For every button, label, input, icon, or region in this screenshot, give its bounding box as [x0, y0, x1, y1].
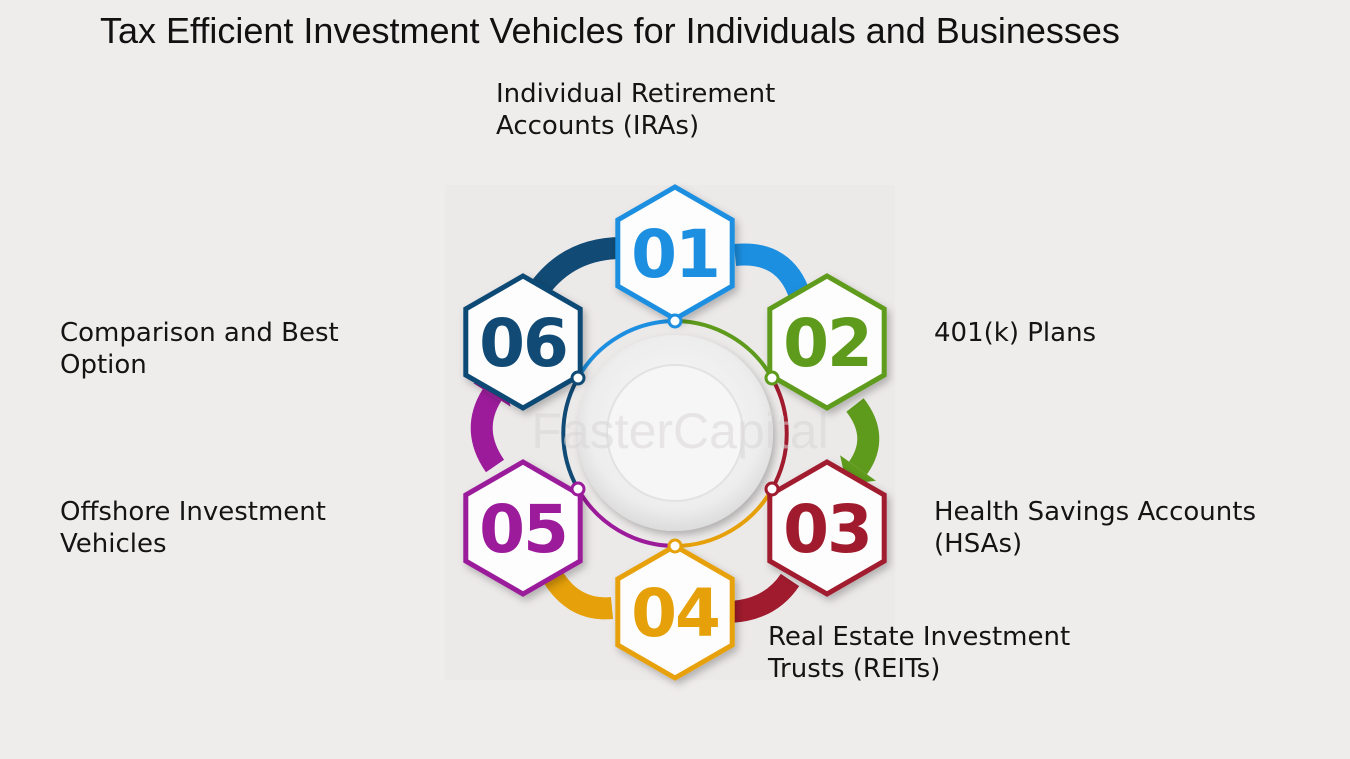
- hexagon-shape: [615, 543, 735, 681]
- step-03-label: Health Savings Accounts (HSAs): [934, 496, 1256, 560]
- watermark-text: FasterCapital: [531, 403, 828, 459]
- step-02-number: 02: [783, 305, 871, 382]
- connector-dot: [570, 370, 586, 386]
- step-05-label: Offshore Investment Vehicles: [60, 496, 326, 560]
- connector-dot: [570, 481, 586, 497]
- ring-arc: [674, 488, 774, 548]
- ring-arc: [770, 377, 789, 490]
- step-04-badge: 04: [615, 543, 735, 681]
- step-05-number: 05: [479, 491, 567, 568]
- cycle-arrow-shaft: [729, 573, 800, 623]
- step-04-label: Real Estate Investment Trusts (REITs): [768, 621, 1070, 685]
- step-03-label-line: (HSAs): [934, 529, 1023, 559]
- step-04-label-line: Real Estate Investment: [768, 622, 1071, 652]
- ring-arc: [674, 319, 774, 379]
- center-inner-disc: [606, 364, 744, 502]
- hexagon-shape: [767, 273, 887, 411]
- cycle-arrow-shaft: [531, 237, 623, 295]
- connector-dots: [570, 313, 780, 554]
- connector-dot: [667, 313, 683, 329]
- step-02-label: 401(k) Plans: [934, 317, 1096, 349]
- connector-dot: [764, 370, 780, 386]
- step-06-label-line: Option: [60, 350, 147, 380]
- step-03-label-line: Health Savings Accounts: [934, 497, 1257, 527]
- ring-arc: [561, 377, 580, 490]
- connector-ring: [561, 319, 789, 548]
- cycle-arrow-shaft: [846, 398, 880, 475]
- step-02-label-line: 401(k) Plans: [934, 318, 1097, 348]
- step-04-label-line: Trusts (REITs): [768, 654, 941, 684]
- step-06-label: Comparison and Best Option: [60, 317, 339, 381]
- page-title: Tax Efficient Investment Vehicles for In…: [100, 10, 1120, 51]
- step-03-badge: 03: [767, 459, 887, 597]
- step-06-label-line: Comparison and Best: [60, 318, 339, 348]
- step-01-label-line: Accounts (IRAs): [496, 111, 700, 141]
- cycle-arrow-shaft: [470, 389, 505, 473]
- step-06-number: 06: [479, 305, 567, 382]
- steps-group: 01 02 03 04 05 06: [463, 184, 887, 681]
- step-02-badge: 02: [767, 273, 887, 411]
- step-04-number: 04: [631, 575, 719, 652]
- connector-dot: [667, 538, 683, 554]
- step-05-label-line: Vehicles: [60, 529, 167, 559]
- step-05-badge: 05: [463, 459, 583, 597]
- step-01-label-line: Individual Retirement: [496, 79, 776, 109]
- step-01-badge: 01: [615, 184, 735, 322]
- connector-dot: [764, 481, 780, 497]
- step-03-number: 03: [783, 491, 871, 568]
- ring-arc: [576, 319, 676, 379]
- step-06-badge: 06: [463, 273, 583, 411]
- step-01-label: Individual Retirement Accounts (IRAs): [496, 78, 775, 142]
- ring-arc: [576, 488, 676, 548]
- step-05-label-line: Offshore Investment: [60, 497, 326, 527]
- cycle-arrow-shaft: [733, 243, 811, 300]
- step-01-number: 01: [631, 216, 719, 293]
- hexagon-shape: [463, 273, 583, 411]
